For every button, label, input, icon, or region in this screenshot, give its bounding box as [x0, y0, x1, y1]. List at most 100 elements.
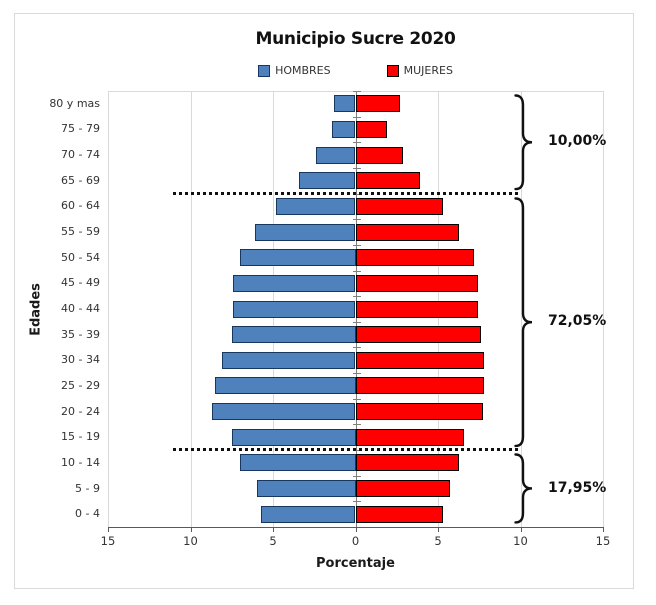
bar-hombres: [276, 197, 356, 215]
category-label: 80 y mas: [49, 96, 100, 110]
group-separator-line: [173, 191, 518, 195]
bar-hombres: [261, 505, 356, 523]
bar-hombres: [215, 377, 356, 395]
brace-icon: [514, 196, 533, 447]
x-tick-label: 5: [434, 534, 442, 548]
category-label: 20 - 24: [61, 404, 100, 418]
annotation-percentage: 10,00%: [548, 133, 607, 150]
bar-hombres: [231, 326, 356, 344]
bar-hombres: [299, 172, 356, 190]
bar-hombres: [332, 120, 356, 138]
x-axis-tick: [190, 527, 192, 532]
x-tick-label: 10: [183, 534, 198, 548]
center-axis-tick: [352, 270, 361, 272]
category-label: 40 - 44: [61, 302, 100, 315]
category-label: 60 - 64: [61, 199, 100, 213]
category-label: 30 - 34: [61, 353, 100, 367]
center-axis-tick: [352, 244, 361, 246]
category-label: 0 - 4: [75, 507, 100, 521]
center-axis-tick: [352, 91, 361, 92]
bar-mujeres: [355, 480, 450, 498]
bar-mujeres: [355, 326, 481, 344]
bar-hombres: [221, 351, 356, 369]
bar-mujeres: [355, 300, 478, 318]
bar-mujeres: [355, 249, 475, 267]
annotation-percentage: 72,05%: [548, 312, 607, 329]
center-axis-tick: [352, 142, 361, 144]
bar-hombres: [254, 223, 356, 241]
group-separator-line: [173, 448, 518, 452]
legend-label-hombres: HOMBRES: [275, 64, 331, 77]
x-axis-tick: [355, 527, 357, 532]
legend-label-mujeres: MUJERES: [403, 64, 453, 77]
center-axis-tick: [352, 475, 361, 477]
bar-mujeres: [355, 454, 460, 472]
bar-mujeres: [355, 403, 483, 421]
bar-mujeres: [355, 172, 420, 190]
gridline: [190, 91, 192, 527]
category-label: 25 - 29: [61, 378, 100, 392]
chart-border-frame: [14, 13, 634, 589]
bar-mujeres: [355, 428, 465, 446]
x-tick-label: 15: [100, 534, 116, 548]
x-axis-tick: [273, 527, 274, 532]
bar-mujeres: [355, 120, 387, 138]
bar-mujeres: [355, 274, 478, 292]
legend-item-hombres: HOMBRES: [258, 64, 331, 77]
bar-hombres: [240, 454, 356, 472]
bar-hombres: [233, 300, 356, 318]
bar-hombres: [233, 274, 356, 292]
legend-swatch-hombres-icon: [258, 64, 271, 77]
center-axis-tick: [352, 347, 361, 349]
legend-item-mujeres: MUJERES: [386, 64, 453, 77]
center-axis-tick: [352, 296, 361, 298]
x-tick-label: 5: [269, 534, 277, 548]
bar-mujeres: [355, 197, 443, 215]
category-label: 5 - 9: [75, 481, 100, 495]
brace-icon: [514, 94, 533, 191]
gridline: [603, 91, 604, 527]
category-label: 65 - 69: [61, 173, 100, 187]
category-label: 55 - 59: [61, 225, 100, 239]
center-axis-tick: [352, 219, 361, 221]
category-label: 35 - 39: [61, 327, 100, 341]
center-axis-tick: [352, 424, 361, 426]
category-label: 15 - 19: [61, 430, 100, 444]
bar-mujeres: [355, 377, 485, 395]
bar-mujeres: [355, 223, 460, 241]
x-axis-tick: [603, 527, 604, 532]
bar-mujeres: [355, 351, 485, 369]
bar-hombres: [256, 480, 356, 498]
brace-icon: [514, 453, 533, 524]
center-axis-tick: [352, 398, 361, 400]
x-tick-label: 15: [595, 534, 611, 548]
center-axis-tick: [352, 501, 361, 503]
legend: HOMBRES MUJERES: [108, 64, 603, 77]
center-axis-tick: [352, 321, 361, 323]
bar-hombres: [231, 428, 356, 446]
center-axis-tick: [352, 167, 361, 169]
legend-swatch-mujeres-icon: [386, 64, 399, 77]
bar-mujeres: [355, 146, 404, 164]
x-axis-tick: [438, 527, 439, 532]
bar-hombres: [315, 146, 356, 164]
x-axis-tick: [520, 527, 522, 532]
category-label: 75 - 79: [61, 122, 100, 136]
category-label: 50 - 54: [61, 250, 100, 264]
gridline: [108, 91, 109, 527]
bar-mujeres: [355, 505, 443, 523]
center-axis-tick: [352, 116, 361, 118]
category-label: 70 - 74: [61, 148, 100, 162]
chart-title: Municipio Sucre 2020: [255, 29, 456, 49]
x-tick-label: 0: [351, 534, 360, 548]
bar-hombres: [240, 249, 356, 267]
annotation-percentage: 17,95%: [548, 479, 607, 496]
gridline: [520, 91, 522, 527]
category-label: 45 - 49: [61, 276, 100, 290]
bar-hombres: [211, 403, 356, 421]
category-label: 10 - 14: [61, 455, 100, 469]
center-axis-tick: [352, 373, 361, 375]
bar-mujeres: [355, 95, 401, 113]
bar-hombres: [334, 95, 356, 113]
